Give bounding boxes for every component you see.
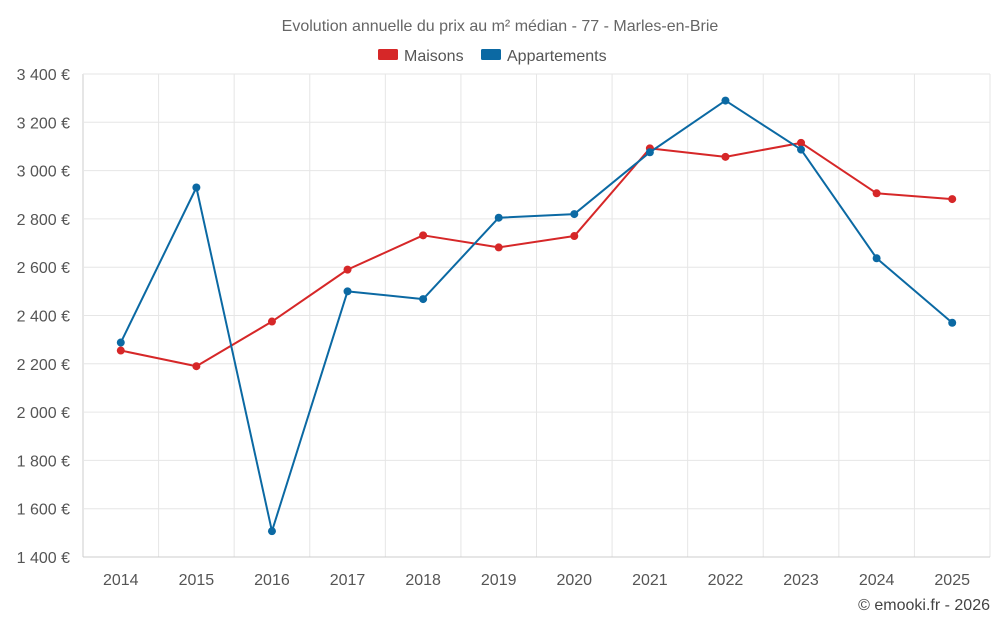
legend-swatch <box>378 49 398 60</box>
y-tick-label: 2 400 € <box>17 309 70 326</box>
series-appartements <box>116 96 957 536</box>
credit-text: © emooki.fr - 2026 <box>858 597 990 614</box>
x-axis-tick-labels: 2014 2015 2016 2017 2018 2019 2020 2021 2022 2023… <box>103 572 970 589</box>
data-point[interactable] <box>721 96 730 105</box>
x-tick-label: 2016 <box>254 572 290 589</box>
y-axis-tick-labels: 1 400 € 1 600 € 1 800 € 2 000 € 2 200 € 2 400… <box>17 67 70 567</box>
legend-item-appartements[interactable]: Appartements <box>481 48 607 65</box>
x-tick-label: 2014 <box>103 572 139 589</box>
data-point[interactable] <box>494 213 503 222</box>
x-tick-label: 2021 <box>632 572 668 589</box>
x-tick-label: 2019 <box>481 572 517 589</box>
data-point[interactable] <box>721 152 730 161</box>
x-tick-label: 2015 <box>179 572 215 589</box>
data-point[interactable] <box>192 362 201 371</box>
horizontal-gridlines <box>83 73 990 558</box>
data-point[interactable] <box>797 138 806 147</box>
y-tick-label: 2 000 € <box>17 405 70 422</box>
x-tick-label: 2017 <box>330 572 366 589</box>
series-line <box>120 141 953 368</box>
y-tick-label: 2 600 € <box>17 260 70 277</box>
data-point[interactable] <box>872 189 881 198</box>
data-point[interactable] <box>267 527 276 536</box>
y-tick-label: 1 800 € <box>17 453 70 470</box>
data-point[interactable] <box>645 148 654 157</box>
chart-title: Evolution annuelle du prix au m² médian … <box>282 18 719 35</box>
x-tick-label: 2025 <box>934 572 970 589</box>
data-point[interactable] <box>797 145 806 154</box>
legend-label: Maisons <box>404 48 464 65</box>
data-point[interactable] <box>494 243 503 252</box>
x-tick-label: 2018 <box>405 572 441 589</box>
legend: Maisons Appartements <box>378 48 607 65</box>
data-point[interactable] <box>343 265 352 274</box>
data-point[interactable] <box>116 338 125 347</box>
y-tick-label: 2 200 € <box>17 357 70 374</box>
x-tick-label: 2022 <box>708 572 744 589</box>
y-tick-label: 3 000 € <box>17 164 70 181</box>
x-tick-label: 2023 <box>783 572 819 589</box>
y-tick-label: 1 600 € <box>17 502 70 519</box>
data-point[interactable] <box>343 287 352 296</box>
data-point[interactable] <box>192 183 201 192</box>
legend-item-maisons[interactable]: Maisons <box>378 48 464 65</box>
legend-swatch <box>481 49 501 60</box>
data-point[interactable] <box>267 317 276 326</box>
y-tick-label: 3 400 € <box>17 67 70 84</box>
y-tick-label: 2 800 € <box>17 212 70 229</box>
legend-label: Appartements <box>507 48 607 65</box>
series-line <box>119 99 953 533</box>
y-tick-label: 3 200 € <box>17 115 70 132</box>
data-point[interactable] <box>116 346 125 355</box>
data-point[interactable] <box>419 295 428 304</box>
x-tick-label: 2024 <box>859 572 895 589</box>
data-point[interactable] <box>419 231 428 240</box>
series-layer <box>116 96 957 536</box>
x-tick-label: 2020 <box>556 572 592 589</box>
data-point[interactable] <box>948 318 957 327</box>
data-point[interactable] <box>570 232 579 241</box>
data-point[interactable] <box>872 254 881 263</box>
data-point[interactable] <box>948 195 957 204</box>
data-point[interactable] <box>570 210 579 219</box>
y-tick-label: 1 400 € <box>17 550 70 567</box>
